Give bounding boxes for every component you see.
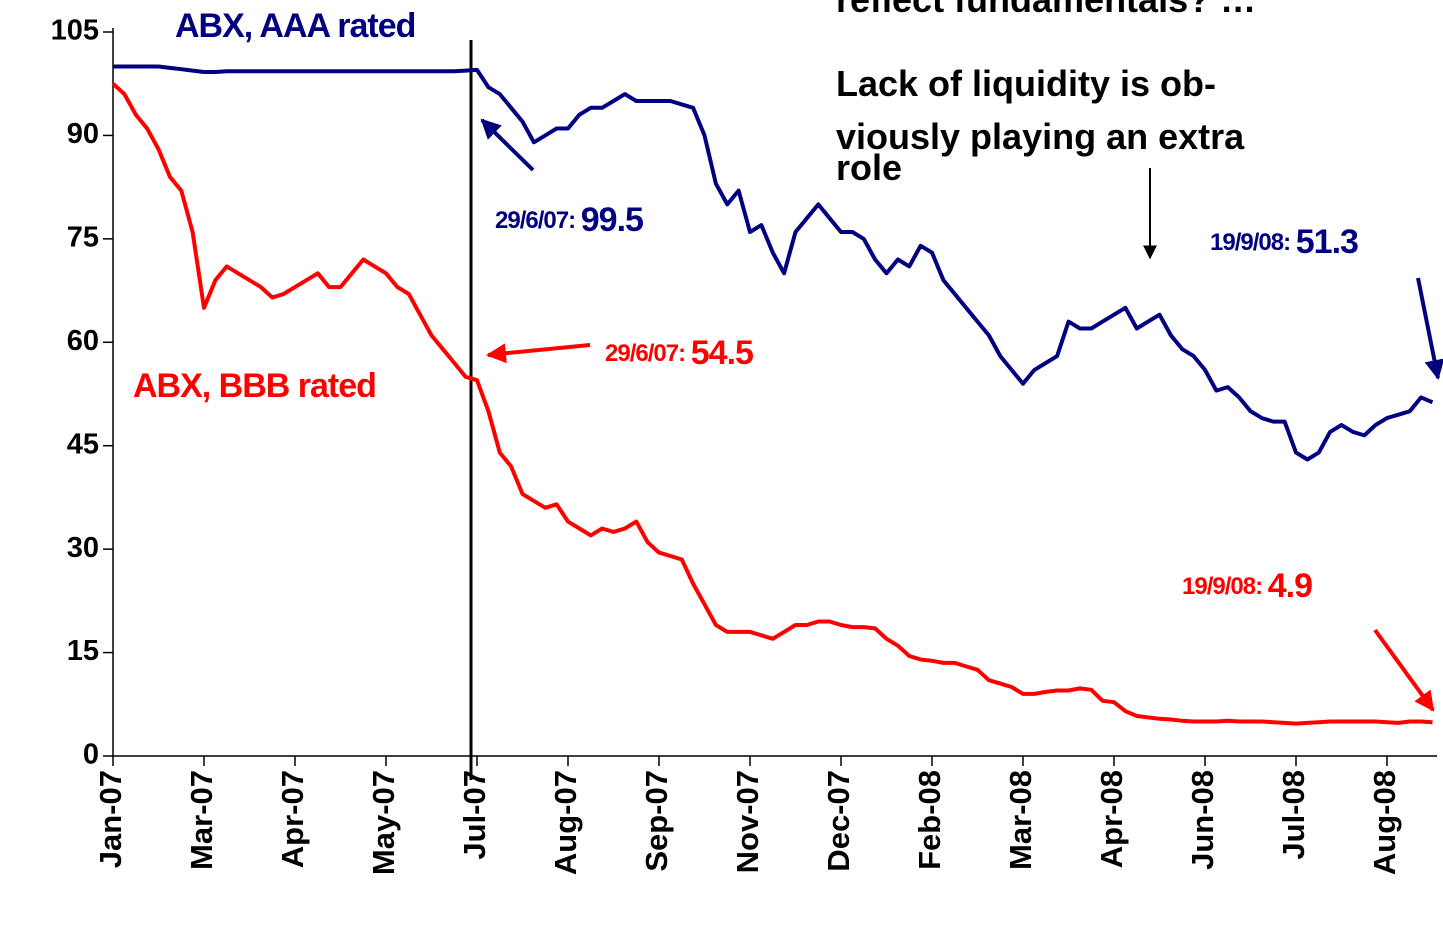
annotation-arrow (1373, 628, 1435, 712)
y-tick-label: 75 (67, 222, 99, 254)
annotation-date: 19/9/08: (1210, 229, 1290, 256)
annotation-value: 99.5 (581, 201, 643, 239)
annotation: 19/9/08: 51.3 (1210, 223, 1358, 261)
y-tick-label: 30 (67, 532, 99, 564)
note-line: Lack of liquidity is ob- (836, 63, 1216, 104)
annotation-date: 19/9/08: (1182, 573, 1262, 600)
annotation-value: 51.3 (1296, 223, 1358, 261)
x-tick-label: Sep-07 (639, 770, 674, 872)
x-tick-label: Jul-08 (1276, 770, 1311, 860)
x-tick-label: Apr-08 (1094, 770, 1129, 868)
x-tick-label: Jun-08 (1185, 770, 1220, 870)
series-label: ABX, BBB rated (133, 367, 376, 405)
y-tick-label: 60 (67, 325, 99, 357)
annotation: 19/9/08: 4.9 (1182, 567, 1312, 605)
x-tick-label: Dec-07 (821, 770, 856, 872)
y-tick-label: 15 (67, 635, 99, 667)
series-line (113, 64, 1434, 462)
y-tick-label: 105 (51, 15, 99, 47)
annotation-arrow (480, 118, 535, 172)
annotation-date: 29/6/07: (495, 207, 575, 234)
x-tick-label: Mar-07 (184, 770, 219, 870)
x-tick-label: Feb-08 (912, 770, 947, 870)
note-line: viously playing an extra (836, 116, 1245, 157)
x-tick-label: Mar-08 (1003, 770, 1038, 870)
annotation-value: 54.5 (691, 334, 753, 372)
note-line: reflect fundamentals? … (836, 0, 1256, 20)
x-tick-label: Aug-07 (548, 770, 583, 875)
x-tick-label: Jan-07 (93, 770, 128, 868)
y-tick-label: 0 (83, 739, 99, 771)
annotation-value: 4.9 (1268, 567, 1312, 605)
x-tick-label: Aug-08 (1367, 770, 1402, 875)
x-tick-label: Jul-07 (457, 770, 492, 860)
annotation-arrow (486, 343, 591, 364)
series-line (111, 82, 1433, 726)
y-tick-label: 45 (67, 428, 99, 460)
annotation: 29/6/07: 99.5 (495, 201, 643, 239)
annotation-date: 29/6/07: (605, 340, 685, 367)
annotation: 29/6/07: 54.5 (605, 334, 753, 372)
y-tick-label: 90 (67, 118, 99, 150)
series-label: ABX, AAA rated (175, 7, 415, 45)
x-tick-label: May-07 (366, 770, 401, 875)
note-line: role (836, 147, 902, 188)
x-tick-label: Apr-07 (275, 770, 310, 868)
x-tick-label: Nov-07 (730, 770, 765, 873)
annotation-arrow (1416, 277, 1443, 380)
